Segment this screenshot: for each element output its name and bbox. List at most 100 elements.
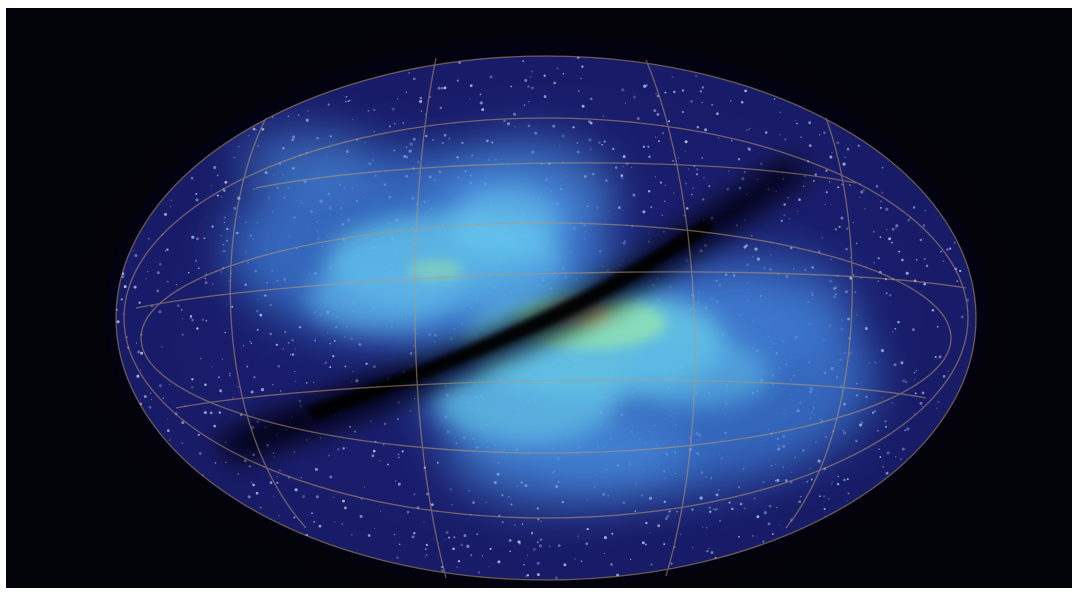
star-point <box>834 228 838 231</box>
star-point <box>925 264 929 268</box>
star-point <box>776 478 780 482</box>
star-point <box>898 250 901 253</box>
star-point <box>590 149 592 151</box>
star-point <box>277 364 281 368</box>
star-point <box>156 289 160 293</box>
star-point <box>663 543 666 546</box>
star-point <box>779 134 781 136</box>
star-point <box>231 305 234 308</box>
star-point <box>621 88 625 92</box>
star-point <box>911 328 915 332</box>
star-point <box>261 127 265 131</box>
star-point <box>218 411 221 414</box>
star-point <box>864 208 866 210</box>
star-point <box>211 366 213 368</box>
star-point <box>907 218 910 222</box>
star-point <box>754 247 758 251</box>
star-point <box>913 372 916 374</box>
star-point <box>942 374 946 378</box>
star-point <box>796 210 799 213</box>
star-point <box>783 213 786 217</box>
star-point <box>176 304 180 308</box>
star-point <box>830 483 833 485</box>
star-point <box>412 77 416 81</box>
star-point <box>324 361 328 365</box>
star-point <box>687 168 690 170</box>
star-point <box>678 157 680 159</box>
star-point <box>779 111 782 114</box>
star-point <box>232 397 234 399</box>
star-point <box>767 522 771 526</box>
star-point <box>158 310 162 314</box>
star-point <box>295 380 297 382</box>
star-point <box>771 533 774 535</box>
star-point <box>444 538 446 541</box>
star-point <box>437 86 441 90</box>
star-point <box>553 81 556 84</box>
star-point <box>914 392 917 395</box>
star-point <box>216 194 219 197</box>
star-point <box>691 508 694 511</box>
star-point <box>886 451 890 455</box>
star-point <box>780 219 784 223</box>
star-point <box>647 240 651 243</box>
star-point <box>147 271 149 273</box>
star-point <box>704 128 708 132</box>
star-point <box>237 473 240 475</box>
star-point <box>538 544 543 548</box>
star-point <box>204 383 207 387</box>
star-point <box>273 495 275 497</box>
star-point <box>919 238 923 242</box>
star-point <box>783 203 786 206</box>
star-point <box>294 348 296 350</box>
star-point <box>630 558 632 561</box>
star-point <box>411 535 415 539</box>
star-point <box>586 527 589 531</box>
star-point <box>960 315 964 319</box>
star-point <box>334 521 336 523</box>
star-point <box>159 262 162 266</box>
star-point <box>354 430 356 433</box>
star-point <box>273 456 275 458</box>
star-point <box>880 207 882 209</box>
star-point <box>737 247 739 249</box>
star-point <box>162 397 164 399</box>
star-point <box>276 481 279 484</box>
star-point <box>536 507 540 510</box>
star-point <box>643 84 645 86</box>
star-point <box>695 173 699 176</box>
star-point <box>203 237 206 240</box>
star-point <box>953 241 956 244</box>
star-point <box>221 358 223 360</box>
star-point <box>611 532 614 535</box>
star-point <box>170 199 172 201</box>
star-point <box>919 401 923 405</box>
star-point <box>691 546 694 549</box>
star-point <box>943 260 945 262</box>
star-point <box>536 572 540 577</box>
star-point <box>147 237 150 240</box>
star-point <box>348 99 351 102</box>
star-point <box>840 216 844 220</box>
star-point <box>420 110 423 112</box>
star-point <box>158 384 162 388</box>
star-point <box>132 250 134 252</box>
star-point <box>397 453 400 456</box>
star-point <box>536 561 540 565</box>
star-point <box>469 84 473 88</box>
star-point <box>937 400 940 404</box>
star-point <box>256 309 259 313</box>
star-point <box>879 236 882 239</box>
star-point <box>253 187 256 190</box>
star-point <box>470 554 473 557</box>
star-point <box>440 86 444 90</box>
star-point <box>711 104 713 106</box>
star-point <box>956 280 959 283</box>
star-point <box>936 358 938 360</box>
star-point <box>457 559 461 563</box>
star-point <box>497 560 501 564</box>
star-point <box>413 345 415 347</box>
star-point <box>717 489 720 491</box>
star-point <box>657 140 660 143</box>
star-point <box>228 280 230 282</box>
